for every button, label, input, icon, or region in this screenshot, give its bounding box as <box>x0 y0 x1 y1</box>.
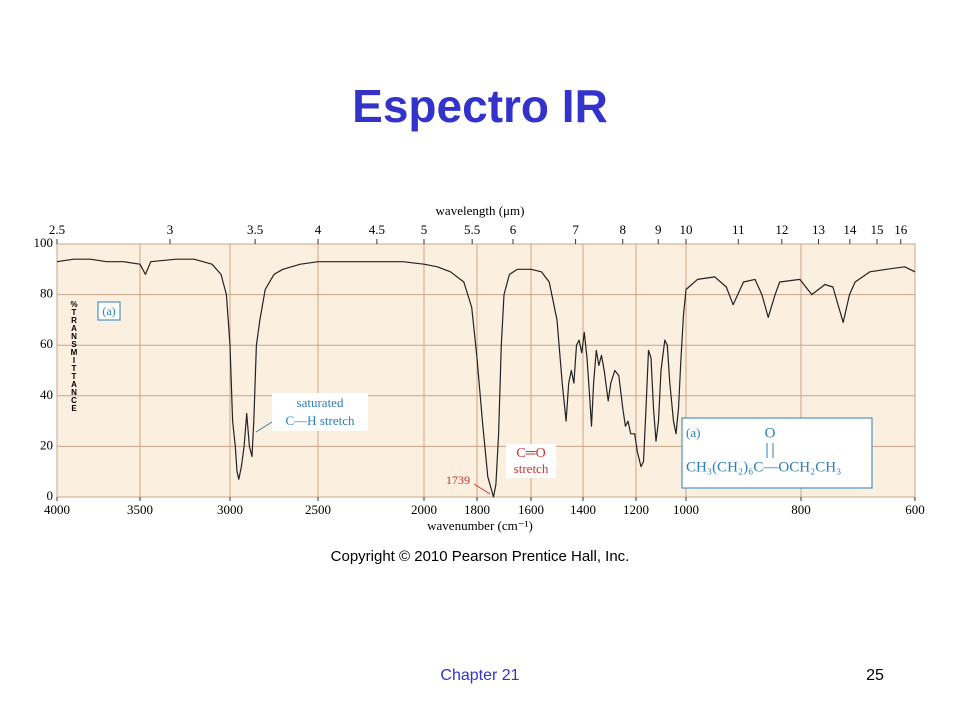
annotation: C—H stretch <box>286 413 355 428</box>
structure-atom: O <box>765 425 776 441</box>
x-tick-label: 1600 <box>518 502 544 517</box>
y-tick-label: 0 <box>47 488 54 503</box>
x2-tick-label: 4 <box>315 222 322 237</box>
x2-tick-label: 3.5 <box>247 222 263 237</box>
annotation: (a) <box>102 304 115 318</box>
x2-tick-label: 15 <box>871 222 884 237</box>
x-tick-label: 1000 <box>673 502 699 517</box>
y-tick-label: 100 <box>34 235 54 250</box>
x-tick-label: 2000 <box>411 502 437 517</box>
x-tick-label: 600 <box>905 502 925 517</box>
copyright: Copyright © 2010 Pearson Prentice Hall, … <box>331 548 630 565</box>
x2-tick-label: 11 <box>732 222 745 237</box>
structure-formula: CH₃(CH₂)₆C—OCH₂CH₃ <box>686 459 841 475</box>
y-tick-label: 60 <box>40 336 53 351</box>
annotation: saturated <box>297 395 344 410</box>
x2-tick-label: 5.5 <box>464 222 480 237</box>
footer-chapter: Chapter 21 <box>440 667 519 684</box>
x2-axis-label: wavelength (μm) <box>436 203 525 218</box>
annotation-box <box>97 301 121 321</box>
x2-tick-label: 12 <box>775 222 788 237</box>
x2-tick-label: 3 <box>167 222 174 237</box>
x2-tick-label: 8 <box>620 222 627 237</box>
x-tick-label: 1400 <box>570 502 596 517</box>
slide-title: Espectro IR <box>352 80 608 132</box>
x-tick-label: 3500 <box>127 502 153 517</box>
x2-tick-label: 9 <box>655 222 662 237</box>
x-tick-label: 1200 <box>623 502 649 517</box>
x-axis-label: wavenumber (cm⁻¹) <box>427 518 533 533</box>
x-tick-label: 800 <box>791 502 811 517</box>
x2-tick-label: 13 <box>812 222 825 237</box>
marks <box>56 258 916 498</box>
grid: 0 20 40 60 80 100 4000 3500 3000 2500 2000 1800 1600… <box>34 222 925 517</box>
y-axis-label: %TRANSMITTANCE <box>70 300 79 412</box>
structure-label: (a) <box>686 425 700 440</box>
x2-tick-label: 4.5 <box>369 222 385 237</box>
x2-tick-label: 14 <box>843 222 857 237</box>
y-tick-label: 40 <box>40 387 53 402</box>
x2-tick-label: 5 <box>421 222 428 237</box>
x2-tick-label: 7 <box>572 222 579 237</box>
page-number: 25 <box>866 667 884 684</box>
x-tick-label: 1800 <box>464 502 490 517</box>
x-tick-label: 3000 <box>217 502 243 517</box>
spectrum-line <box>56 258 916 498</box>
annotation: 1739 <box>446 473 470 487</box>
x2-tick-label: 6 <box>510 222 517 237</box>
annotation-box <box>506 444 556 478</box>
x-tick-label: 2500 <box>305 502 331 517</box>
x2-tick-label: 2.5 <box>49 222 65 237</box>
leader-line <box>473 483 491 495</box>
x2-tick-label: 16 <box>894 222 908 237</box>
x-tick-label: 4000 <box>44 502 70 517</box>
y-tick-label: 20 <box>40 437 53 452</box>
x2-tick-label: 10 <box>680 222 693 237</box>
annotation: C═O <box>516 446 545 461</box>
annotation-box <box>272 393 368 431</box>
annotation: stretch <box>514 461 549 476</box>
leader-line <box>255 421 273 433</box>
y-tick-label: 80 <box>40 286 53 301</box>
structure-box <box>681 417 873 489</box>
